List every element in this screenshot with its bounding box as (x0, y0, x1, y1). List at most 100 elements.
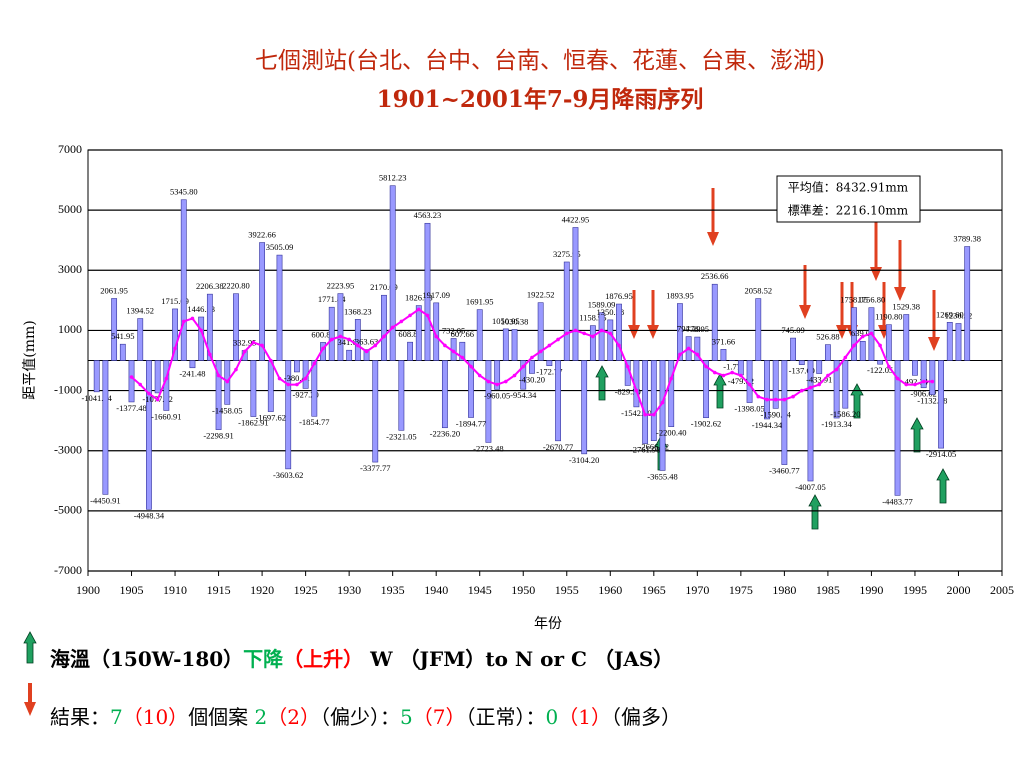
data-label: 5345.80 (170, 187, 198, 197)
bar (694, 336, 701, 361)
bar (206, 293, 213, 361)
bar (198, 316, 205, 361)
bar (128, 360, 135, 403)
bar (546, 360, 553, 366)
bar (137, 318, 144, 361)
line-point (826, 373, 830, 378)
bar (476, 309, 483, 361)
bar (877, 360, 884, 365)
bar (894, 360, 901, 496)
data-label: -829.50 (615, 386, 641, 396)
bar (502, 328, 509, 361)
bar (294, 360, 300, 373)
data-label: -1041.34 (81, 393, 112, 403)
bar (441, 360, 448, 429)
bar (111, 298, 118, 361)
data-label: -4948.34 (134, 510, 165, 520)
legend-segment: W （JFM）to N or C （JAS） (363, 647, 673, 671)
bar (180, 199, 187, 361)
data-label: -241.48 (179, 369, 205, 379)
legend-segment: （偏多） (611, 705, 681, 729)
data-label: 608.80 (398, 329, 421, 339)
x-tick-label: 1985 (816, 583, 840, 597)
legend-segment: （7） (413, 705, 466, 729)
line-point (260, 343, 264, 348)
bar (233, 293, 239, 361)
data-label: -430.20 (519, 374, 545, 384)
bar (903, 314, 910, 361)
line-point (303, 376, 308, 381)
legend-line: 海溫（150W-180）下降（上升） W （JFM）to N or C （JAS… (50, 647, 673, 671)
data-label: 1269.60 (936, 309, 964, 319)
bar (189, 360, 196, 369)
x-tick-label: 1910 (163, 583, 187, 597)
bar (563, 261, 570, 361)
data-label: 1756.80 (858, 295, 886, 305)
data-label: -1660.91 (151, 411, 181, 421)
y-tick-label: 7000 (58, 142, 82, 156)
line-point (913, 382, 917, 387)
data-label: 732.05 (442, 325, 465, 335)
data-label: -2236.20 (430, 429, 460, 439)
data-label: 526.88 (816, 332, 839, 342)
line-point (138, 382, 143, 387)
line-point (791, 394, 795, 399)
line-point (504, 379, 508, 384)
x-tick-label: 1970 (685, 583, 709, 597)
bar (529, 360, 535, 374)
line-point (173, 346, 177, 351)
bar (572, 227, 579, 361)
line-point (608, 331, 613, 336)
data-label: 2220.80 (222, 281, 250, 291)
x-tick-label: 1930 (337, 583, 361, 597)
x-tick-label: 1955 (555, 583, 579, 597)
data-label: -4483.77 (882, 496, 912, 506)
data-label: 607.66 (451, 329, 474, 339)
legend-segment: 5 (400, 705, 413, 729)
y-tick-label: -3000 (54, 442, 82, 456)
bar (885, 324, 892, 361)
line-point (852, 343, 856, 348)
data-label: -1894.77 (456, 418, 486, 428)
x-tick-label: 1960 (598, 583, 622, 597)
data-label: 1350.38 (596, 307, 624, 317)
line-point (234, 367, 238, 372)
data-label: 2170.09 (370, 282, 398, 292)
bar (798, 360, 805, 365)
line-point (712, 370, 717, 375)
data-label: -2723.48 (473, 443, 503, 453)
line-point (625, 364, 630, 369)
line-point (669, 376, 674, 381)
line-point (582, 331, 586, 336)
line-point (251, 340, 256, 345)
line-point (756, 394, 761, 399)
line-point (295, 382, 299, 387)
data-label: 1758.05 (840, 295, 868, 305)
bar (354, 319, 361, 361)
legend-segment: （上升） (283, 647, 363, 671)
data-label: -4007.05 (795, 482, 825, 492)
line-point (199, 328, 203, 333)
line-point (591, 334, 595, 339)
legend-segment: 150W-180 (110, 647, 223, 671)
line-point (878, 343, 882, 348)
bar (955, 323, 962, 361)
bar (581, 360, 588, 455)
line-point (538, 349, 543, 354)
bar (589, 325, 596, 361)
data-label: -3104.20 (569, 455, 599, 465)
legend-segment: 0 (545, 705, 558, 729)
x-tick-label: 1905 (120, 583, 144, 597)
data-label: -1.77 (723, 362, 741, 372)
line-point (486, 379, 491, 384)
data-label: -1377.48 (116, 403, 146, 413)
data-label: -1697.62 (256, 413, 286, 423)
data-label: 5812.23 (379, 173, 407, 183)
bar (598, 312, 605, 361)
line-point (860, 334, 865, 339)
data-label: -2666.82 (639, 442, 669, 452)
data-label: -3603.62 (273, 470, 303, 480)
bar (102, 360, 109, 495)
legend-segment: 下降 (243, 647, 284, 671)
data-label: -1862.91 (238, 417, 268, 427)
